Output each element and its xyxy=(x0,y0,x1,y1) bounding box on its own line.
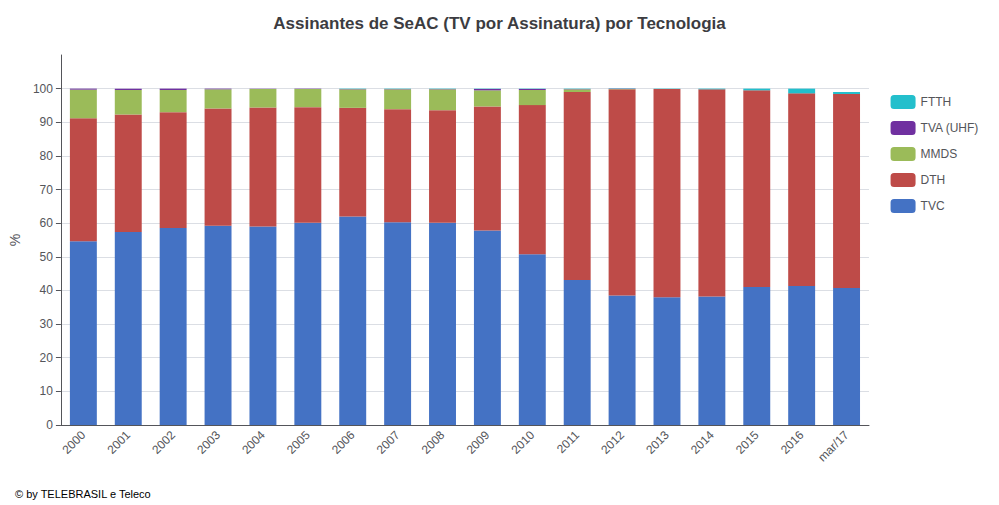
svg-text:70: 70 xyxy=(40,183,54,197)
svg-text:2000: 2000 xyxy=(60,428,89,457)
svg-text:2010: 2010 xyxy=(508,428,537,457)
svg-text:60: 60 xyxy=(40,216,54,230)
svg-text:2016: 2016 xyxy=(778,428,807,457)
svg-text:2004: 2004 xyxy=(239,428,268,457)
svg-text:2008: 2008 xyxy=(419,428,448,457)
svg-text:30: 30 xyxy=(40,317,54,331)
svg-text:2011: 2011 xyxy=(554,428,582,456)
svg-text:40: 40 xyxy=(40,283,54,297)
svg-text:2002: 2002 xyxy=(149,428,178,457)
svg-text:2006: 2006 xyxy=(329,428,358,457)
svg-text:%: % xyxy=(7,234,23,246)
svg-text:2012: 2012 xyxy=(598,428,627,457)
svg-text:2003: 2003 xyxy=(194,428,223,457)
svg-text:2005: 2005 xyxy=(284,428,313,457)
svg-text:TVC: TVC xyxy=(921,199,945,213)
svg-text:90: 90 xyxy=(40,115,54,129)
svg-text:DTH: DTH xyxy=(921,173,946,187)
svg-text:10: 10 xyxy=(40,384,54,398)
svg-text:MMDS: MMDS xyxy=(921,147,958,161)
svg-text:TVA (UHF): TVA (UHF) xyxy=(921,121,979,135)
svg-text:mar/17: mar/17 xyxy=(815,428,852,465)
svg-text:0: 0 xyxy=(46,418,53,432)
svg-text:100: 100 xyxy=(33,82,53,96)
svg-text:50: 50 xyxy=(40,250,54,264)
svg-text:2001: 2001 xyxy=(104,428,133,457)
svg-text:2014: 2014 xyxy=(688,428,717,457)
svg-text:FTTH: FTTH xyxy=(921,95,952,109)
svg-text:© by TELEBRASIL e Teleco: © by TELEBRASIL e Teleco xyxy=(15,488,151,500)
svg-text:2015: 2015 xyxy=(733,428,762,457)
svg-text:2009: 2009 xyxy=(464,428,493,457)
svg-text:Assinantes de SeAC (TV por Ass: Assinantes de SeAC (TV por Assinatura) p… xyxy=(273,14,726,33)
svg-text:2013: 2013 xyxy=(643,428,672,457)
svg-text:80: 80 xyxy=(40,149,54,163)
svg-text:2007: 2007 xyxy=(374,428,403,457)
svg-text:20: 20 xyxy=(40,351,54,365)
